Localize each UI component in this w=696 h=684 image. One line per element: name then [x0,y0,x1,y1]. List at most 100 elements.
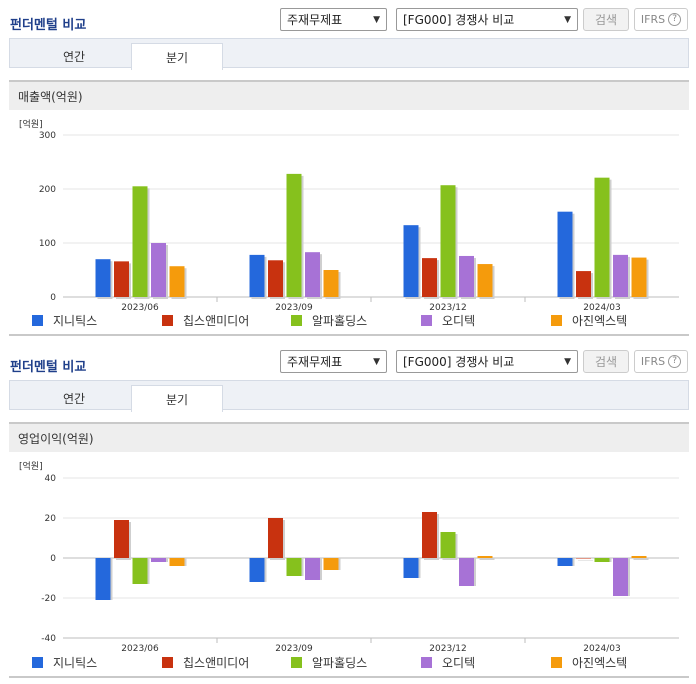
panel-title: 펀더멘털 비교 [10,18,87,33]
x-tick-label: 2023/09 [275,644,313,654]
divider [9,676,689,678]
revenue-chart: 0 100 200 300 2023/06 2023/09 2023/12 2024/03 [39,131,679,313]
y-tick-label: 0 [50,554,56,564]
bar [440,185,456,297]
ifrs-button[interactable]: IFRS? [634,8,688,31]
search-button[interactable]: 검색 [583,350,629,373]
y-tick-label: 300 [39,131,56,141]
bar [440,532,456,558]
revenue-panel: 펀더멘털 비교 주재무제표 ▼ [FG000] 경쟁사 비교 ▼ 검색 IFRS? … [9,8,692,336]
bar [151,243,166,297]
y-tick-label: -20 [41,594,56,604]
bar [422,512,437,558]
legend-swatch [162,315,173,326]
ifrs-button[interactable]: IFRS? [634,350,688,373]
compare-select[interactable]: [FG000] 경쟁사 비교 ▼ [396,8,578,31]
bar [286,558,302,576]
bar [631,257,647,297]
x-tick-label: 2023/12 [429,644,466,654]
bar [169,558,185,566]
divider [9,334,689,336]
legend-item[interactable]: 아진엑스텍 [551,654,627,671]
statement-select[interactable]: 주재무제표 ▼ [280,8,387,31]
bar [576,271,591,297]
legend-item[interactable]: 칩스앤미디어 [162,312,249,329]
legend-item[interactable]: 알파홀딩스 [291,654,367,671]
legend-label: 칩스앤미디어 [183,314,250,328]
tab-annual[interactable]: 연간 [62,49,86,64]
y-tick-label: 40 [45,474,57,484]
bar [459,558,474,586]
y-tick-label: -40 [41,634,56,644]
legend-item[interactable]: 오디텍 [421,654,475,671]
bar [557,558,573,566]
bar [132,558,148,584]
y-tick-label: 20 [45,514,57,524]
operating-profit-chart: -40 -20 0 20 40 2023/06 2023/09 2023/12 2024/03 [41,474,679,654]
bar [305,558,320,580]
bar [249,558,265,582]
statement-select-value: 주재무제표 [287,355,343,369]
bar [95,558,111,600]
chart-legend: 지니틱스 칩스앤미디어 알파홀딩스 오디텍 아진엑스텍 [32,312,692,328]
search-button[interactable]: 검색 [583,8,629,31]
bar [403,225,419,297]
legend-label: 아진엑스텍 [572,656,628,670]
period-tabs: 연간 분기 [9,380,689,412]
tab-quarterly[interactable]: 분기 [131,43,223,70]
legend-swatch [551,315,562,326]
bar [268,518,283,558]
y-tick-label: 200 [39,185,56,195]
bar [268,260,283,297]
legend-item[interactable]: 지니틱스 [32,654,97,671]
bar [305,252,320,297]
chevron-down-icon: ▼ [564,14,571,25]
bar [95,259,111,297]
section-title: 영업이익(억원) [9,422,689,452]
legend-label: 지니틱스 [53,314,98,328]
legend-item[interactable]: 알파홀딩스 [291,312,367,329]
legend-item[interactable]: 칩스앤미디어 [162,654,249,671]
compare-select-value: [FG000] 경쟁사 비교 [403,13,515,27]
bar [403,558,419,578]
section-title: 매출액(억원) [9,80,689,110]
operating-profit-panel: 펀더멘털 비교 주재무제표 ▼ [FG000] 경쟁사 비교 ▼ 검색 IFRS? … [0,342,696,684]
bar [459,255,474,297]
ifrs-label: IFRS [640,355,666,368]
bar [286,173,302,297]
chevron-down-icon: ▼ [564,356,571,367]
bar [594,558,610,562]
help-icon: ? [668,355,682,368]
bar [114,261,129,297]
tab-quarterly[interactable]: 분기 [131,385,223,412]
period-tabs: 연간 분기 [9,38,689,70]
legend-swatch [551,657,562,668]
legend-swatch [32,657,43,668]
bar [151,558,166,562]
legend-label: 칩스앤미디어 [183,656,250,670]
unit-label: [억원] [19,462,43,472]
legend-swatch [421,657,432,668]
legend-label: 오디텍 [442,314,476,328]
bar [249,254,265,297]
x-tick-label: 2024/03 [583,644,620,654]
bar [576,558,591,559]
chevron-down-icon: ▼ [373,14,380,25]
chevron-down-icon: ▼ [373,356,380,367]
bar [613,558,628,596]
tab-annual[interactable]: 연간 [62,391,86,406]
bar [114,520,129,558]
y-tick-label: 0 [50,293,56,303]
chart-legend: 지니틱스 칩스앤미디어 알파홀딩스 오디텍 아진엑스텍 [32,654,692,670]
legend-item[interactable]: 오디텍 [421,312,475,329]
bar [594,177,610,297]
legend-label: 오디텍 [442,656,476,670]
statement-select[interactable]: 주재무제표 ▼ [280,350,387,373]
compare-select[interactable]: [FG000] 경쟁사 비교 ▼ [396,350,578,373]
legend-item[interactable]: 아진엑스텍 [551,312,627,329]
x-tick-label: 2023/06 [121,303,159,313]
x-tick-label: 2024/03 [583,303,620,313]
legend-item[interactable]: 지니틱스 [32,312,97,329]
legend-swatch [32,315,43,326]
bar [132,186,148,297]
